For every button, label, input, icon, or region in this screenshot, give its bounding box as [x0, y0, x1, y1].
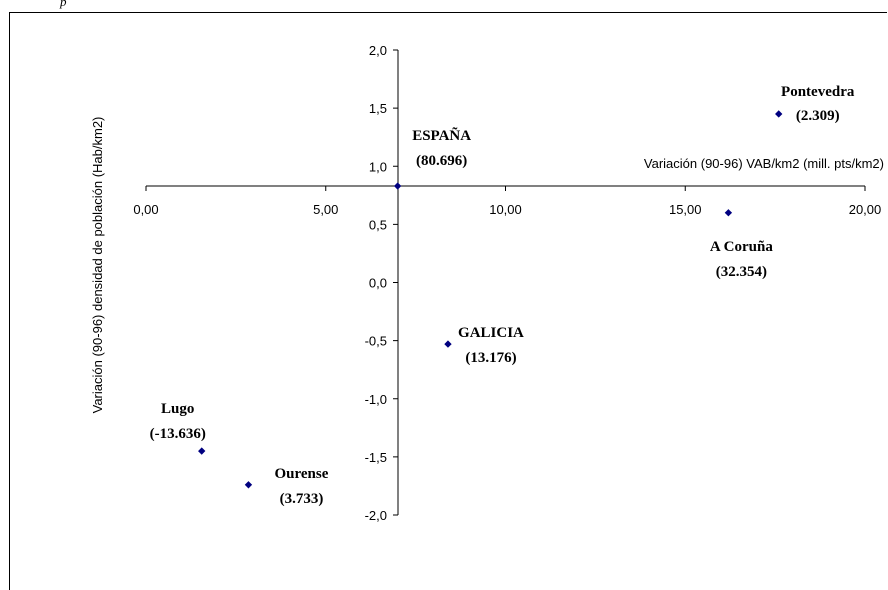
data-point: Pontevedra (2.309) — [775, 84, 855, 124]
y-tick-label: 0,5 — [369, 217, 387, 232]
x-tick-label: 5,00 — [313, 202, 338, 217]
point-name-label: Lugo — [161, 401, 194, 417]
point-name-label: GALICIA — [458, 325, 524, 341]
y-tick-label: -1,5 — [365, 450, 387, 465]
y-tick-label: -2,0 — [365, 508, 387, 523]
point-value-label: (13.176) — [465, 350, 516, 366]
point-marker — [198, 447, 206, 455]
data-point: ESPAÑA (80.696) — [393, 126, 471, 190]
chart-frame — [9, 12, 887, 590]
y-axis-label: Variación (90-96) densidad de población … — [90, 117, 105, 414]
point-name-label: Ourense — [275, 466, 329, 482]
point-value-label: (32.354) — [716, 264, 767, 280]
y-tick-label: 2,0 — [369, 43, 387, 58]
point-value-label: (80.696) — [416, 153, 467, 169]
x-axis-label: Variación (90-96) VAB/km2 (mill. pts/km2… — [644, 156, 884, 171]
point-marker — [444, 340, 452, 348]
x-tick-label: 10,00 — [489, 202, 522, 217]
header-fragment: p — [60, 0, 67, 9]
y-tick-label: -1,0 — [365, 392, 387, 407]
point-value-label: (3.733) — [280, 491, 324, 507]
data-point: GALICIA (13.176) — [444, 325, 524, 366]
data-point: Lugo (-13.636) — [150, 401, 206, 455]
point-marker — [775, 110, 783, 118]
data-point: Ourense (3.733) — [244, 466, 329, 507]
point-name-label: Pontevedra — [781, 84, 855, 100]
point-marker — [393, 182, 402, 190]
data-point: A Coruña (32.354) — [710, 209, 773, 280]
x-tick-label: 0,00 — [133, 202, 158, 217]
y-tick-label: 0,0 — [369, 276, 387, 291]
point-marker — [244, 481, 253, 489]
y-tick-label: 1,5 — [369, 101, 387, 116]
x-tick-label: 15,00 — [669, 202, 702, 217]
point-value-label: (-13.636) — [150, 426, 206, 442]
point-name-label: A Coruña — [710, 239, 773, 255]
x-tick-label: 20,00 — [849, 202, 882, 217]
point-value-label: (2.309) — [796, 108, 840, 124]
y-tick-label: -0,5 — [365, 334, 387, 349]
y-tick-label: 1,0 — [369, 159, 387, 174]
point-marker — [724, 209, 733, 217]
point-name-label: ESPAÑA — [412, 126, 471, 144]
